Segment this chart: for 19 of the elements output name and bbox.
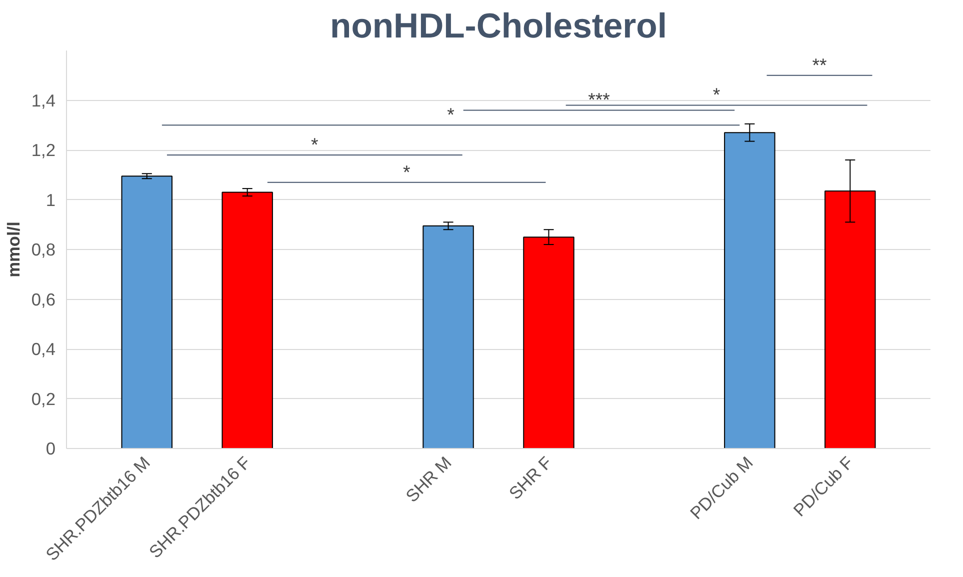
bar — [422, 225, 474, 448]
annotation: * — [311, 134, 318, 155]
annotation: * — [712, 84, 720, 106]
y-tick-label: 1 — [46, 190, 56, 210]
y-tick-label: 1,2 — [31, 140, 56, 160]
chart-title: nonHDL-Cholesterol — [330, 8, 667, 46]
annotation: * — [402, 161, 410, 182]
y-tick-label: 0,4 — [31, 339, 56, 359]
y-tick-label: 0 — [46, 438, 56, 458]
annotation: ** — [812, 54, 827, 76]
y-tick-label: 1,4 — [31, 90, 56, 110]
annotation: * — [447, 104, 454, 126]
y-axis-title: mmol/l — [3, 222, 24, 278]
bar — [222, 192, 273, 448]
y-tick-label: 0,8 — [31, 240, 56, 260]
y-tick-label: 0,6 — [31, 289, 56, 310]
bar — [121, 176, 172, 448]
y-tick-label: 0,2 — [31, 388, 56, 409]
annotation: *** — [588, 89, 610, 110]
